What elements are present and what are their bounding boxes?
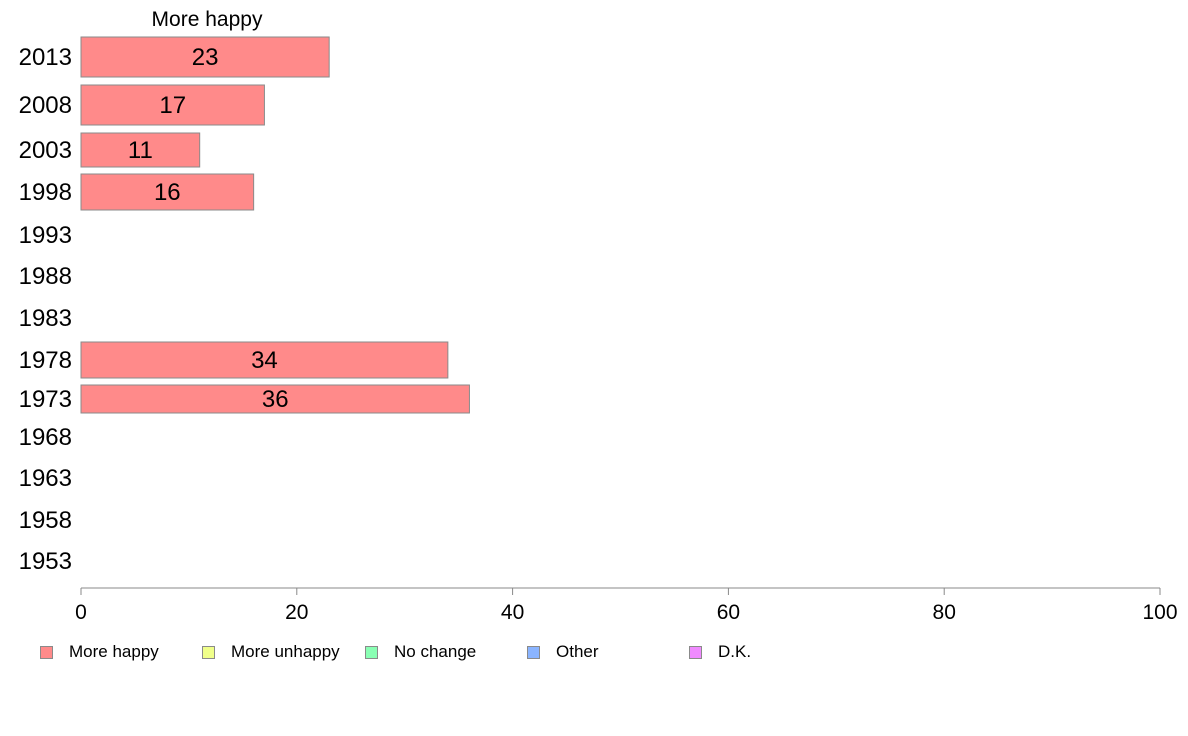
x-tick-label: 60 [717, 601, 740, 624]
bar [80, 132, 201, 168]
x-tick-label: 80 [933, 601, 956, 624]
bar-data-label: 16 [154, 179, 181, 206]
y-tick-label: 1963 [19, 465, 72, 492]
y-tick-label: 1998 [19, 179, 72, 206]
bar [80, 341, 449, 379]
bar-data-label: 11 [128, 137, 153, 164]
legend-swatch [365, 645, 378, 659]
legend-label: No change [394, 642, 477, 661]
y-axis-labels: 2013 2008 2003 1998 1993 1988 1983 1978 1973 1968… [19, 44, 72, 575]
legend-label: D.K. [718, 642, 752, 661]
legend-item: No change [365, 642, 476, 662]
legend: More happy More unhappy No change Other D.K. [0, 642, 1188, 664]
x-axis: 0 20 40 60 80 100 [75, 587, 1178, 624]
legend-swatch [202, 645, 215, 659]
y-tick-label: 2013 [19, 44, 72, 71]
legend-item: More happy [40, 642, 159, 662]
legend-label: More happy [69, 642, 159, 661]
bar [80, 173, 255, 211]
legend-item: D.K. [689, 642, 751, 662]
y-tick-label: 1953 [19, 548, 72, 575]
y-tick-label: 1973 [19, 386, 72, 413]
bar-data-label: 36 [262, 386, 289, 413]
y-tick-label: 1993 [19, 222, 72, 249]
y-tick-label: 1978 [19, 347, 72, 374]
bar [80, 36, 330, 78]
legend-swatch [40, 645, 53, 659]
bar-data-label: 17 [159, 92, 186, 119]
legend-swatch [527, 645, 540, 659]
legend-swatch [689, 645, 702, 659]
x-tick-label: 100 [1142, 601, 1177, 624]
bar [80, 384, 470, 414]
legend-label: Other [556, 642, 599, 661]
x-tick-label: 0 [75, 601, 87, 624]
y-tick-label: 1983 [19, 305, 72, 332]
bar-data-label: 34 [251, 347, 278, 374]
bar [80, 84, 265, 126]
x-tick-label: 40 [501, 601, 524, 624]
legend-item: Other [527, 642, 599, 662]
y-tick-label: 1968 [19, 424, 72, 451]
y-tick-label: 1988 [19, 263, 72, 290]
legend-item: More unhappy [202, 642, 340, 662]
y-tick-label: 2008 [19, 92, 72, 119]
chart-title: More happy [152, 8, 263, 31]
bar-data-label: 23 [192, 44, 219, 71]
y-tick-label: 2003 [19, 137, 72, 164]
legend-label: More unhappy [231, 642, 340, 661]
x-tick-label: 20 [285, 601, 308, 624]
y-tick-label: 1958 [19, 507, 72, 534]
